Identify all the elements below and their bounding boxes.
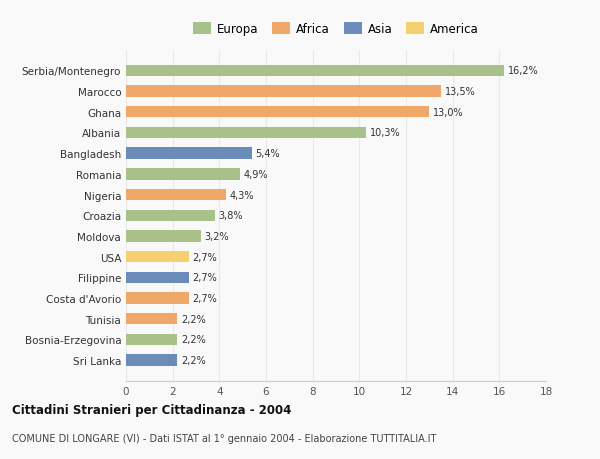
Bar	[126, 272, 189, 283]
Bar	[126, 66, 504, 77]
Text: 5,4%: 5,4%	[256, 149, 280, 159]
Bar	[126, 355, 178, 366]
Text: 2,7%: 2,7%	[193, 252, 217, 262]
Bar	[126, 334, 178, 345]
Text: 4,3%: 4,3%	[230, 190, 254, 200]
Bar	[126, 293, 189, 304]
Legend: Europa, Africa, Asia, America: Europa, Africa, Asia, America	[191, 20, 481, 38]
Bar	[126, 313, 178, 325]
Text: 2,2%: 2,2%	[181, 335, 206, 345]
Text: 2,7%: 2,7%	[193, 273, 217, 283]
Text: 2,2%: 2,2%	[181, 355, 206, 365]
Text: COMUNE DI LONGARE (VI) - Dati ISTAT al 1° gennaio 2004 - Elaborazione TUTTITALIA: COMUNE DI LONGARE (VI) - Dati ISTAT al 1…	[12, 433, 436, 442]
Text: 4,9%: 4,9%	[244, 169, 268, 179]
Text: 13,0%: 13,0%	[433, 107, 463, 118]
Bar	[126, 231, 200, 242]
Text: 2,7%: 2,7%	[193, 293, 217, 303]
Text: 16,2%: 16,2%	[508, 66, 538, 76]
Text: 3,2%: 3,2%	[204, 231, 229, 241]
Bar	[126, 169, 241, 180]
Bar	[126, 107, 430, 118]
Text: 3,8%: 3,8%	[218, 211, 242, 221]
Bar	[126, 252, 189, 263]
Bar	[126, 128, 367, 139]
Bar	[126, 86, 441, 97]
Text: 2,2%: 2,2%	[181, 314, 206, 324]
Bar	[126, 210, 215, 221]
Text: 13,5%: 13,5%	[445, 87, 475, 97]
Text: Cittadini Stranieri per Cittadinanza - 2004: Cittadini Stranieri per Cittadinanza - 2…	[12, 403, 292, 416]
Bar	[126, 148, 252, 159]
Bar	[126, 190, 226, 201]
Text: 10,3%: 10,3%	[370, 128, 400, 138]
